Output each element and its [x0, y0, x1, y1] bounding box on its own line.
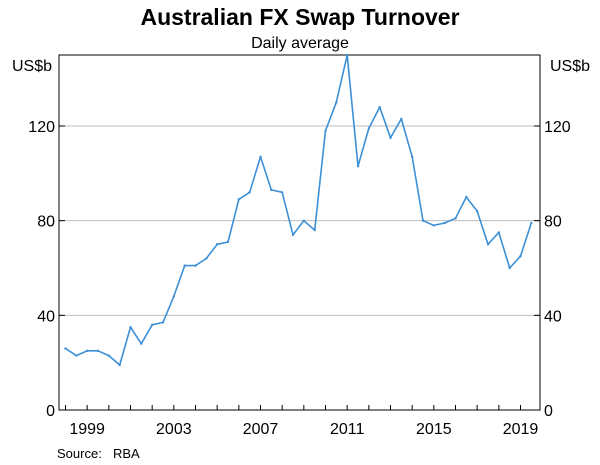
x-tick-label-4: 2015 [416, 421, 452, 438]
source-label: Source: [57, 446, 102, 461]
y-tick-label-right-0: 0 [544, 403, 553, 420]
data-point-6 [129, 325, 132, 329]
source-value: RBA [113, 446, 140, 461]
data-point-4 [107, 354, 111, 357]
data-point-36 [454, 217, 457, 220]
series-line-0 [65, 54, 533, 366]
data-point-12 [194, 264, 197, 267]
y-tick-label-right-1: 40 [544, 308, 562, 325]
data-point-24 [324, 129, 327, 132]
data-point-19 [270, 188, 273, 192]
x-tick-label-1: 2003 [156, 421, 192, 438]
plot-area-frame [58, 54, 541, 411]
data-point-8 [150, 323, 154, 326]
data-point-18 [259, 155, 262, 158]
data-point-1 [75, 354, 78, 357]
data-point-0 [64, 347, 67, 350]
data-point-37 [465, 195, 468, 199]
y-tick-label-left-0: 0 [46, 403, 55, 420]
y-tick-label-right-2: 80 [544, 214, 562, 231]
data-point-43 [530, 221, 533, 225]
data-point-10 [172, 295, 176, 298]
tick-marks [59, 125, 540, 411]
data-point-34 [432, 224, 436, 227]
data-point-17 [248, 191, 251, 194]
data-point-29 [378, 105, 381, 109]
tick-labels: 0 0 40 40 80 80 120 120 1999 2003 2007 2011 2015 2019 [28, 119, 571, 438]
series-layer [64, 53, 533, 367]
data-point-22 [302, 219, 306, 222]
data-point-16 [237, 198, 241, 201]
data-point-30 [389, 136, 392, 140]
data-point-41 [508, 266, 511, 270]
data-point-32 [410, 155, 414, 158]
data-point-35 [443, 221, 446, 225]
data-point-7 [140, 342, 143, 345]
gridlines [59, 125, 540, 316]
y-unit-left: US$b [12, 58, 52, 75]
data-point-40 [497, 231, 501, 234]
data-point-9 [161, 321, 165, 324]
x-tick-label-2: 2007 [243, 421, 279, 438]
data-point-11 [183, 264, 186, 267]
data-point-25 [335, 101, 338, 104]
data-point-26 [345, 53, 349, 57]
y-unit-right: US$b [550, 58, 590, 75]
x-tick-label-3: 2011 [330, 421, 365, 438]
chart-subtitle: Daily average [251, 35, 349, 52]
y-tick-label-right-3: 120 [544, 119, 571, 136]
data-point-14 [215, 243, 219, 246]
data-point-39 [486, 243, 490, 246]
data-point-2 [85, 349, 89, 353]
data-point-31 [400, 117, 403, 121]
y-tick-label-left-2: 80 [37, 214, 55, 231]
data-point-5 [118, 363, 121, 367]
x-tick-label-5: 2019 [503, 421, 539, 438]
data-point-13 [205, 257, 208, 260]
data-point-23 [313, 228, 316, 232]
y-tick-label-left-1: 40 [37, 308, 55, 325]
data-point-20 [280, 191, 284, 194]
data-point-3 [96, 349, 100, 353]
y-tick-label-left-3: 120 [28, 119, 55, 136]
data-point-33 [421, 219, 425, 222]
data-point-27 [356, 165, 360, 168]
data-point-38 [475, 210, 479, 213]
x-tick-label-0: 1999 [69, 421, 105, 438]
data-point-42 [519, 254, 522, 258]
chart-title: Australian FX Swap Turnover [140, 4, 459, 30]
data-point-21 [291, 233, 295, 237]
data-point-28 [367, 127, 371, 130]
data-point-15 [226, 240, 230, 244]
